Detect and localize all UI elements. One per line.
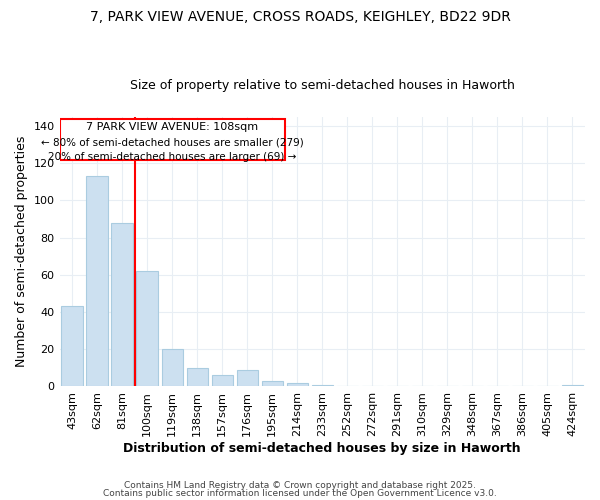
Bar: [212, 376, 233, 386]
X-axis label: Distribution of semi-detached houses by size in Haworth: Distribution of semi-detached houses by …: [124, 442, 521, 455]
Title: Size of property relative to semi-detached houses in Haworth: Size of property relative to semi-detach…: [130, 79, 515, 92]
Text: 7 PARK VIEW AVENUE: 108sqm: 7 PARK VIEW AVENUE: 108sqm: [86, 122, 258, 132]
Bar: [236, 370, 258, 386]
Bar: [562, 384, 583, 386]
Bar: [161, 350, 183, 387]
Text: 7, PARK VIEW AVENUE, CROSS ROADS, KEIGHLEY, BD22 9DR: 7, PARK VIEW AVENUE, CROSS ROADS, KEIGHL…: [89, 10, 511, 24]
Bar: [61, 306, 83, 386]
Bar: [187, 368, 208, 386]
Bar: [112, 223, 133, 386]
Bar: [311, 384, 333, 386]
Text: 20% of semi-detached houses are larger (69) →: 20% of semi-detached houses are larger (…: [48, 152, 296, 162]
Y-axis label: Number of semi-detached properties: Number of semi-detached properties: [15, 136, 28, 368]
Bar: [86, 176, 108, 386]
Bar: [59, 118, 285, 160]
Text: Contains public sector information licensed under the Open Government Licence v3: Contains public sector information licen…: [103, 488, 497, 498]
Text: Contains HM Land Registry data © Crown copyright and database right 2025.: Contains HM Land Registry data © Crown c…: [124, 481, 476, 490]
Bar: [287, 382, 308, 386]
Bar: [262, 381, 283, 386]
Text: ← 80% of semi-detached houses are smaller (279): ← 80% of semi-detached houses are smalle…: [41, 137, 304, 147]
Bar: [136, 271, 158, 386]
